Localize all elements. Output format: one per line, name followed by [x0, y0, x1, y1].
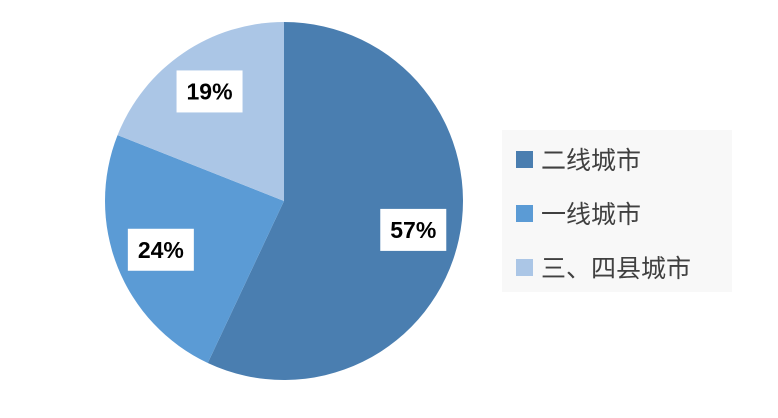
legend-label: 二线城市: [541, 146, 642, 175]
pie-slice-1: [105, 135, 284, 363]
legend-item-tier1: 一线城市: [516, 195, 641, 231]
data-label-box: [127, 228, 194, 271]
legend-item-tier2: 二线城市: [516, 141, 641, 177]
data-label-box: [380, 208, 447, 251]
data-label-box: [176, 70, 243, 113]
legend-swatch: [516, 258, 533, 276]
pie-slice-0: [207, 22, 463, 380]
legend-item-tier34: 三、四县城市: [516, 249, 691, 285]
legend-label: 一线城市: [541, 200, 642, 229]
data-label-text: 24%: [138, 237, 184, 263]
legend-label: 三、四县城市: [541, 254, 692, 283]
data-label-1: 24%: [127, 228, 194, 271]
data-label-text: 19%: [187, 78, 233, 104]
data-label-2: 19%: [176, 70, 243, 113]
data-label-text: 57%: [390, 217, 436, 243]
legend: 二线城市 一线城市 三、四县城市: [502, 130, 732, 292]
legend-swatch: [516, 204, 533, 222]
legend-swatch: [516, 150, 533, 168]
data-label-0: 57%: [380, 208, 447, 251]
